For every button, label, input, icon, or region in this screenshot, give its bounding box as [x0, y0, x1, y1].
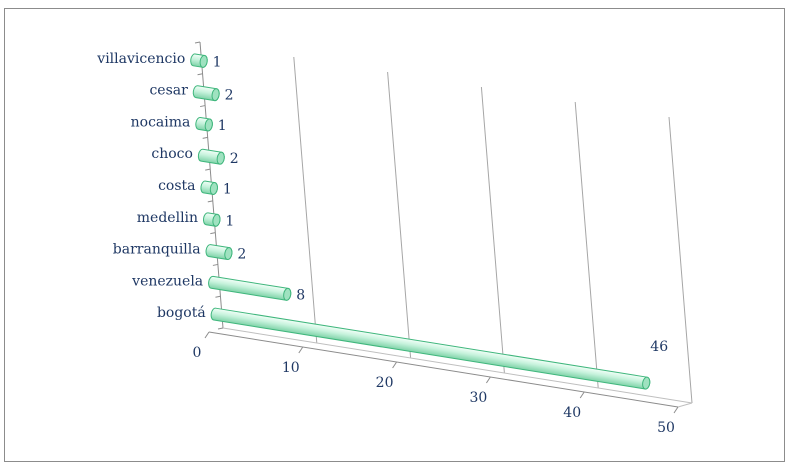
- value-tick: [485, 376, 491, 384]
- category-tick: [194, 41, 201, 44]
- bar: [205, 244, 233, 261]
- gridline: [480, 86, 505, 374]
- value-tick: [579, 391, 585, 399]
- bar: [192, 85, 220, 102]
- floor-right-edge: [677, 402, 693, 408]
- data-label: 1: [213, 54, 222, 70]
- value-tick: [392, 361, 398, 369]
- category-label: medellin: [137, 210, 198, 226]
- category-label: villavicencio: [96, 51, 185, 67]
- data-label: 2: [225, 88, 234, 104]
- category-tick: [205, 168, 211, 171]
- category-label: cesar: [149, 83, 188, 99]
- category-label: barranquilla: [113, 242, 201, 258]
- category-tick: [197, 73, 203, 76]
- category-label: costa: [158, 178, 195, 194]
- data-label: 8: [296, 287, 305, 303]
- x-tick-label: 10: [282, 360, 300, 376]
- category-label: choco: [151, 146, 193, 162]
- value-tick: [673, 406, 679, 414]
- data-label: 1: [223, 182, 232, 198]
- data-label: 2: [230, 151, 239, 167]
- bar-cap: [211, 88, 220, 102]
- bar: [190, 53, 208, 68]
- bar-cap: [642, 376, 651, 390]
- category-label: nocaima: [131, 114, 191, 130]
- category-label: venezuela: [131, 273, 203, 289]
- bar: [200, 180, 218, 195]
- bar: [210, 307, 651, 390]
- category-label: bogotá: [157, 305, 206, 321]
- bar: [195, 117, 213, 132]
- category-tick: [202, 136, 208, 139]
- bar: [208, 275, 292, 301]
- x-tick-label: 40: [563, 405, 581, 421]
- x-tick-label: 30: [469, 390, 487, 406]
- category-tick: [207, 200, 213, 203]
- gridline: [387, 71, 412, 359]
- bar: [202, 212, 221, 227]
- bar-cap: [204, 118, 213, 132]
- data-label: 1: [225, 213, 234, 229]
- data-label: 46: [650, 339, 668, 355]
- gridline: [668, 116, 693, 404]
- bar-cap: [224, 247, 233, 261]
- bar-cap: [216, 151, 225, 165]
- bar-cap: [212, 213, 221, 227]
- bar-cap: [199, 54, 208, 68]
- bar-cap: [283, 287, 292, 301]
- category-tick: [215, 295, 221, 298]
- value-tick: [298, 346, 304, 354]
- bar: [197, 148, 225, 165]
- value-axis-line: [208, 331, 679, 408]
- x-tick-label: 50: [657, 420, 675, 436]
- category-tick: [212, 263, 218, 266]
- category-tick: [210, 232, 216, 235]
- bar-cap: [209, 182, 218, 195]
- data-label: 1: [218, 118, 227, 134]
- bar-body: [210, 307, 651, 390]
- x-tick-label: 20: [376, 375, 394, 391]
- category-tick: [200, 105, 206, 108]
- gridline: [574, 101, 599, 389]
- chart-frame: [4, 8, 785, 462]
- value-tick: [204, 331, 210, 339]
- data-label: 2: [237, 247, 246, 263]
- x-tick-label: 0: [193, 345, 202, 361]
- gridline: [293, 56, 318, 344]
- category-tick: [217, 327, 224, 330]
- floor-back-edge: [222, 327, 693, 404]
